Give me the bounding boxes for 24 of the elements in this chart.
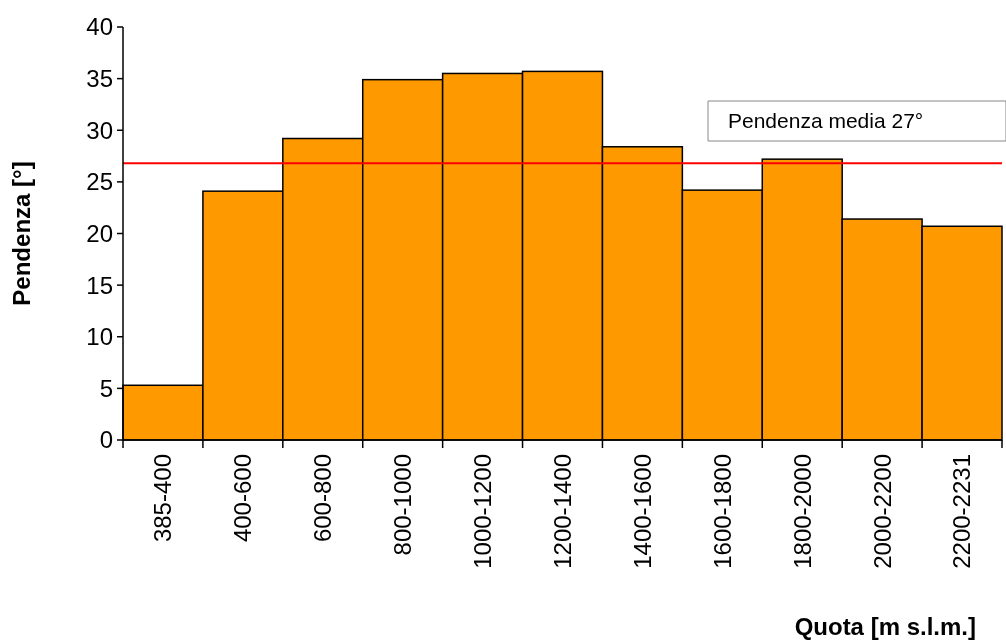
x-tick-label: 600-800 [309,454,337,543]
x-tick-label: 1000-1200 [468,454,496,569]
x-tick-label: 1600-1800 [708,454,736,569]
x-axis-title: Quota [m s.l.m.] [794,613,976,640]
x-tick-label: 2000-2200 [868,454,896,569]
y-tick-label: 0 [99,426,113,454]
y-tick-label: 40 [86,13,113,41]
y-tick-label: 15 [86,271,113,299]
label-box: Pendenza media 27° [707,100,1006,142]
y-tick-label: 25 [86,168,113,196]
x-tick-label: 1400-1600 [628,454,656,569]
y-tick-label: 35 [86,65,113,93]
x-tick-label: 800-1000 [389,454,417,556]
x-tick-label: 385-400 [149,454,177,543]
x-tick-label: 2200-2231 [948,454,976,569]
ref-line-label: Pendenza media 27° [728,109,924,132]
y-tick-label: 5 [99,374,113,402]
x-tick-label: 400-600 [229,454,257,543]
y-axis-title: Pendenza [°] [8,161,35,306]
x-tick-label: 1200-1400 [548,454,576,569]
y-tick-label: 10 [86,323,113,351]
y-tick-label: 30 [86,116,113,144]
x-tick-label: 1800-2000 [788,454,816,569]
y-tick-label: 20 [86,219,113,247]
